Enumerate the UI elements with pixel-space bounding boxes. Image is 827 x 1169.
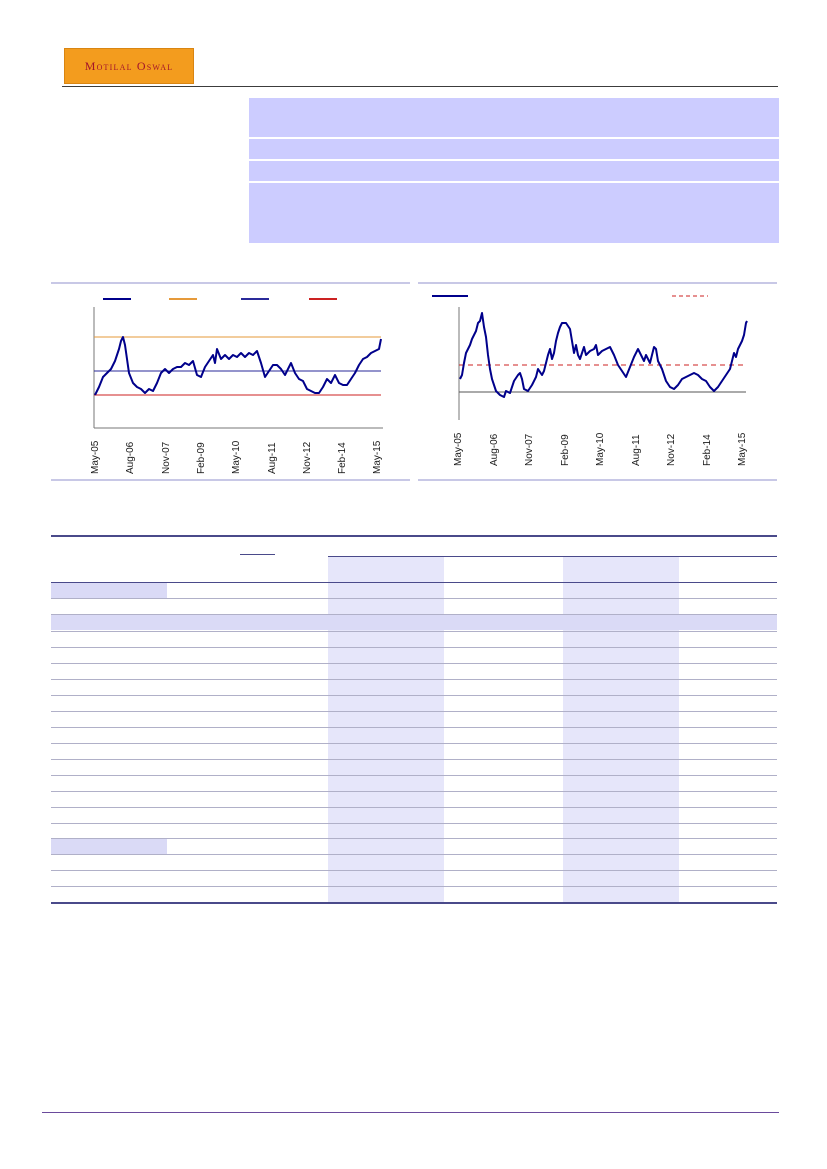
table-row-divider: [51, 695, 777, 696]
table-row-divider: [51, 870, 777, 871]
chart-1-x-tick-label: Feb-14: [337, 442, 349, 474]
chart-1-top-rule: [51, 282, 410, 284]
table-row-divider: [51, 663, 777, 664]
chart-1-series-line: [94, 336, 382, 396]
table-top-rule: [51, 535, 777, 537]
table-row-divider: [51, 727, 777, 728]
chart-2: [432, 295, 748, 420]
chart-1-bottom-rule: [51, 479, 410, 481]
table-row-divider: [51, 886, 777, 887]
chart-2-series-line: [459, 312, 748, 398]
table-header-underline: [240, 554, 275, 555]
chart-1-x-tick-label: Feb-09: [195, 442, 207, 474]
table-row-divider: [51, 854, 777, 855]
chart-1-x-tick-label: May-10: [231, 440, 243, 474]
chart-2-bottom-rule: [418, 479, 777, 481]
chart-1-x-tick-label: Aug-11: [266, 442, 278, 474]
table-section-label-3: [51, 838, 167, 854]
table-shaded-column-1: [328, 556, 444, 902]
table-row-divider: [51, 838, 777, 839]
chart-2-x-tick-label: Aug-11: [630, 434, 642, 466]
summary-box-row-3: [249, 161, 779, 181]
table-row-divider: [51, 759, 777, 760]
chart-2-x-tick-label: Feb-14: [701, 434, 713, 466]
chart-1: [93, 298, 383, 429]
chart-2-x-tick-label: Feb-09: [559, 434, 571, 466]
chart-1-x-tick-label: Nov-07: [160, 441, 172, 474]
chart-2-x-tick-label: Nov-07: [524, 433, 535, 466]
footer-rule: [42, 1112, 779, 1113]
chart-1-x-tick-label: Nov-12: [301, 441, 313, 474]
table-section-label-1: [51, 583, 167, 598]
summary-box-row-2: [249, 139, 779, 159]
chart-2-x-tick-label: Nov-12: [666, 433, 677, 466]
table-shaded-column-2: [563, 556, 679, 902]
table-row-divider: [51, 743, 777, 744]
table-header-rule: [51, 582, 777, 583]
summary-box-row-4: [249, 183, 779, 243]
header-rule: [62, 86, 778, 87]
chart-2-x-tick-label: May-05: [453, 432, 464, 466]
company-logo: Motilal Oswal: [64, 48, 194, 84]
table-section-row-2: [51, 615, 777, 630]
logo-text: Motilal Oswal: [84, 58, 174, 73]
summary-box-row-1: [249, 98, 779, 137]
table-row-divider: [51, 823, 777, 824]
table-row-divider: [51, 598, 777, 599]
table-row-divider: [51, 775, 777, 776]
chart-2-x-tick-label: Aug-06: [488, 433, 500, 466]
table-row-divider: [51, 679, 777, 680]
chart-1-x-tick-label: Aug-06: [125, 441, 137, 474]
chart-2-top-rule: [418, 282, 777, 284]
table-row-divider: [51, 711, 777, 712]
chart-2-x-tick-label: May-10: [595, 432, 606, 466]
chart-1-x-tick-label: May-15: [372, 440, 384, 474]
table-row-divider: [51, 614, 777, 615]
table-row-divider: [51, 631, 777, 632]
table-group-rule: [328, 556, 777, 557]
table-row-divider: [51, 647, 777, 648]
chart-2-x-tick-label: May-15: [737, 432, 748, 466]
table-bottom-rule: [51, 902, 777, 904]
table-row-divider: [51, 807, 777, 808]
table-row-divider: [51, 791, 777, 792]
chart-1-x-tick-label: May-05: [90, 440, 101, 474]
